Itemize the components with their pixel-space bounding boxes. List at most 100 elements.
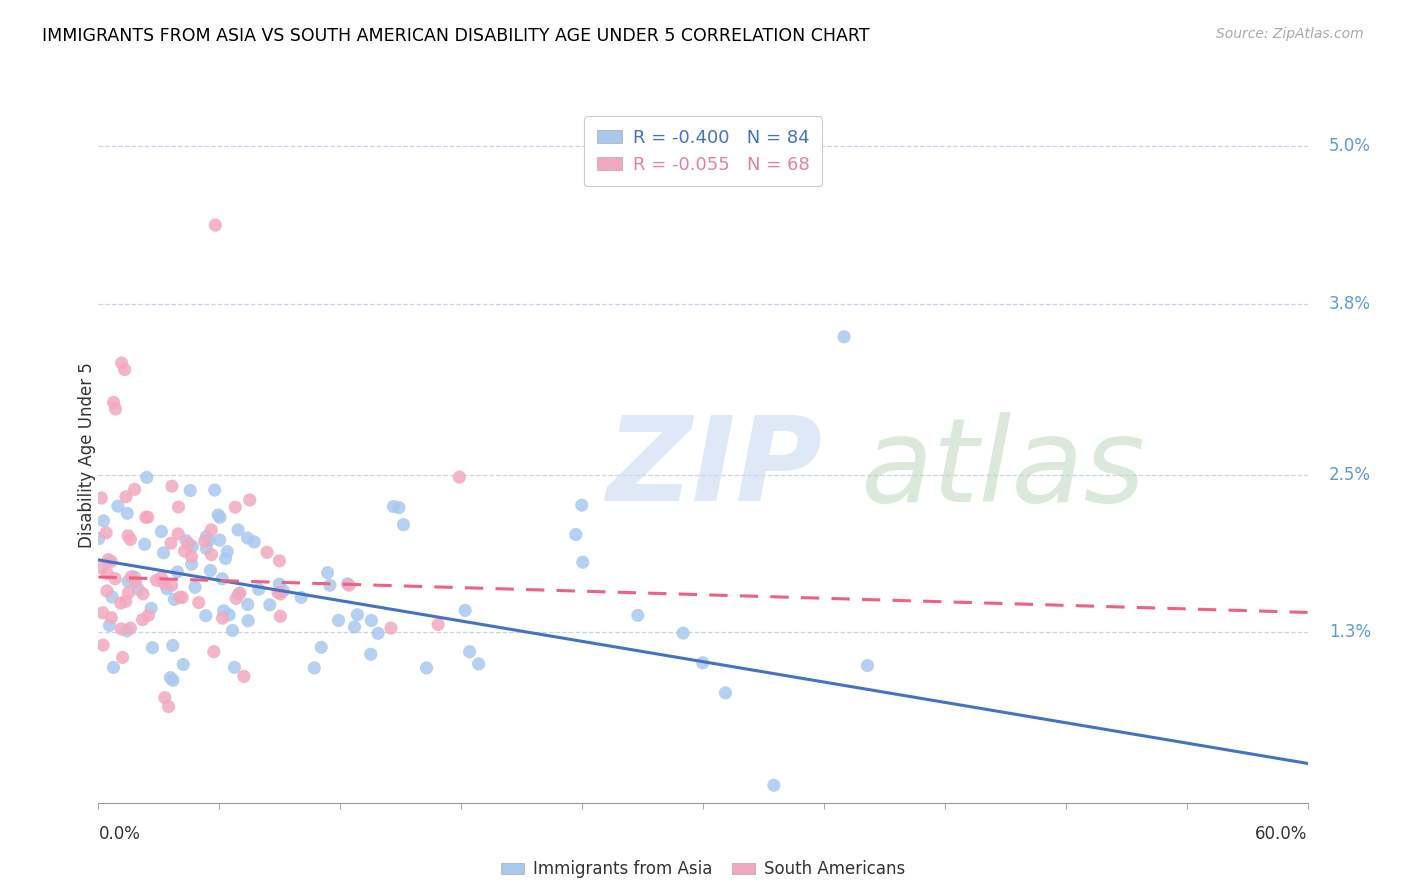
Point [152, 546, 174, 560]
Point [101, 590, 124, 604]
Point [110, 596, 132, 610]
Point [273, 583, 295, 598]
Text: IMMIGRANTS FROM ASIA VS SOUTH AMERICAN DISABILITY AGE UNDER 5 CORRELATION CHART: IMMIGRANTS FROM ASIA VS SOUTH AMERICAN D… [42, 27, 870, 45]
Point [236, 531, 259, 545]
Point [316, 566, 339, 580]
Point [267, 585, 290, 599]
Point [692, 656, 714, 670]
Point [380, 621, 402, 635]
Point [224, 660, 246, 674]
Point [117, 574, 139, 589]
Point [238, 614, 260, 628]
Point [90, 491, 112, 505]
Point [226, 523, 249, 537]
Point [153, 576, 176, 591]
Point [247, 582, 270, 597]
Point [259, 598, 281, 612]
Point [200, 523, 222, 537]
Point [208, 533, 231, 548]
Point [232, 669, 254, 683]
Point [91, 606, 114, 620]
Point [360, 647, 382, 661]
Point [194, 534, 217, 549]
Point [360, 614, 382, 628]
Point [172, 657, 194, 672]
Point [150, 524, 173, 539]
Point [212, 604, 235, 618]
Point [304, 661, 326, 675]
Point [153, 690, 176, 705]
Point [131, 613, 153, 627]
Point [135, 470, 157, 484]
Point [427, 617, 450, 632]
Point [217, 544, 239, 558]
Point [115, 624, 138, 638]
Point [224, 500, 246, 515]
Point [204, 218, 226, 232]
Text: 3.8%: 3.8% [1329, 295, 1371, 313]
Point [187, 596, 209, 610]
Point [571, 555, 593, 569]
Point [104, 401, 127, 416]
Point [214, 551, 236, 566]
Point [110, 356, 132, 370]
Point [96, 566, 118, 581]
Point [243, 535, 266, 549]
Point [200, 548, 222, 562]
Point [167, 500, 190, 514]
Point [211, 572, 233, 586]
Point [627, 608, 650, 623]
Point [160, 536, 183, 550]
Point [114, 362, 136, 376]
Point [121, 569, 143, 583]
Point [138, 608, 160, 623]
Point [115, 506, 138, 520]
Point [319, 578, 342, 592]
Point [269, 554, 291, 568]
Text: 2.5%: 2.5% [1329, 466, 1371, 483]
Point [174, 533, 197, 548]
Point [762, 778, 785, 792]
Point [328, 614, 350, 628]
Point [169, 591, 191, 605]
Text: 0.0%: 0.0% [98, 825, 141, 843]
Point [229, 586, 252, 600]
Point [141, 640, 163, 655]
Point [571, 498, 593, 512]
Text: atlas: atlas [860, 412, 1146, 526]
Point [172, 591, 194, 605]
Point [195, 541, 218, 556]
Point [198, 533, 221, 548]
Point [110, 622, 132, 636]
Point [167, 527, 190, 541]
Point [367, 626, 389, 640]
Point [195, 529, 218, 543]
Point [157, 699, 180, 714]
Point [180, 558, 202, 572]
Point [200, 564, 222, 578]
Point [90, 561, 112, 575]
Text: 60.0%: 60.0% [1256, 825, 1308, 843]
Point [134, 537, 156, 551]
Point [346, 607, 368, 622]
Point [125, 574, 148, 589]
Point [162, 639, 184, 653]
Point [96, 583, 118, 598]
Point [111, 650, 134, 665]
Point [179, 483, 201, 498]
Point [290, 591, 312, 605]
Point [221, 624, 243, 638]
Point [159, 671, 181, 685]
Point [270, 587, 292, 601]
Point [100, 610, 122, 624]
Point [207, 508, 229, 522]
Point [103, 395, 125, 409]
Point [100, 554, 122, 568]
Y-axis label: Disability Age Under 5: Disability Age Under 5 [79, 362, 96, 548]
Point [309, 640, 332, 655]
Point [107, 499, 129, 513]
Point [202, 645, 225, 659]
Point [162, 673, 184, 688]
Point [467, 657, 489, 671]
Point [672, 626, 695, 640]
